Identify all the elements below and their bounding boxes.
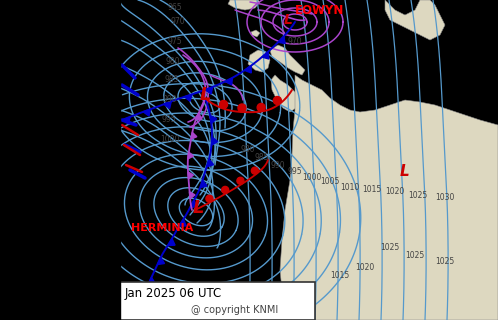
Polygon shape <box>188 152 194 159</box>
Circle shape <box>220 100 228 108</box>
Text: 970: 970 <box>288 37 302 46</box>
Polygon shape <box>188 172 193 179</box>
Polygon shape <box>190 200 197 207</box>
Text: EOWYN: EOWYN <box>295 4 345 17</box>
Polygon shape <box>179 219 186 226</box>
Polygon shape <box>143 109 150 116</box>
Text: L: L <box>400 164 410 180</box>
Text: L: L <box>283 13 292 27</box>
Text: L: L <box>192 199 204 217</box>
Polygon shape <box>385 0 445 40</box>
Polygon shape <box>270 45 305 75</box>
Circle shape <box>251 167 258 174</box>
Circle shape <box>222 187 229 193</box>
Text: 1005: 1005 <box>320 178 340 187</box>
Text: 985: 985 <box>165 76 179 84</box>
Circle shape <box>238 104 246 112</box>
Text: @ copyright KNMI: @ copyright KNMI <box>191 305 278 315</box>
Polygon shape <box>141 298 148 305</box>
Text: 1000: 1000 <box>160 135 180 145</box>
Text: 980: 980 <box>166 58 180 67</box>
Text: Jan 2025 06 UTC: Jan 2025 06 UTC <box>125 287 222 300</box>
Text: 975: 975 <box>168 37 182 46</box>
Text: L: L <box>199 86 211 104</box>
Text: 1025: 1025 <box>380 244 399 252</box>
Text: 1015: 1015 <box>330 270 350 279</box>
Text: 1025: 1025 <box>408 190 428 199</box>
Polygon shape <box>200 180 207 188</box>
FancyBboxPatch shape <box>120 282 315 320</box>
Polygon shape <box>212 137 218 145</box>
Text: 1000: 1000 <box>302 172 322 181</box>
Text: 980: 980 <box>241 146 255 155</box>
Circle shape <box>257 103 265 111</box>
Polygon shape <box>207 159 214 167</box>
Polygon shape <box>228 0 260 10</box>
Polygon shape <box>184 94 192 101</box>
Polygon shape <box>210 116 217 124</box>
Circle shape <box>273 97 281 105</box>
Text: 995: 995 <box>288 167 302 177</box>
Polygon shape <box>271 75 298 112</box>
Polygon shape <box>280 75 498 320</box>
Polygon shape <box>157 257 164 265</box>
Text: 970: 970 <box>171 18 185 27</box>
Polygon shape <box>164 101 171 108</box>
Polygon shape <box>168 239 175 245</box>
Polygon shape <box>225 78 233 85</box>
Polygon shape <box>278 36 285 44</box>
Polygon shape <box>123 117 130 124</box>
Polygon shape <box>196 113 202 120</box>
Polygon shape <box>205 87 213 94</box>
Polygon shape <box>251 30 260 37</box>
Text: 1025: 1025 <box>435 258 455 267</box>
Text: 1020: 1020 <box>356 263 374 273</box>
Polygon shape <box>245 66 251 73</box>
Polygon shape <box>191 132 197 139</box>
Text: 995: 995 <box>162 116 176 124</box>
Text: 1010: 1010 <box>340 182 360 191</box>
Text: 1015: 1015 <box>363 186 381 195</box>
Polygon shape <box>148 277 155 284</box>
Text: HERMINIA: HERMINIA <box>131 223 193 233</box>
Text: 965: 965 <box>168 4 182 12</box>
Text: 1030: 1030 <box>435 194 455 203</box>
Circle shape <box>237 177 244 184</box>
Text: 985: 985 <box>255 154 269 163</box>
Polygon shape <box>248 50 270 72</box>
Polygon shape <box>189 192 195 199</box>
Polygon shape <box>262 52 269 59</box>
Text: 1025: 1025 <box>405 251 425 260</box>
Circle shape <box>206 195 213 202</box>
Text: 990: 990 <box>163 95 177 105</box>
Text: 1020: 1020 <box>385 188 404 196</box>
Text: 990: 990 <box>271 161 285 170</box>
